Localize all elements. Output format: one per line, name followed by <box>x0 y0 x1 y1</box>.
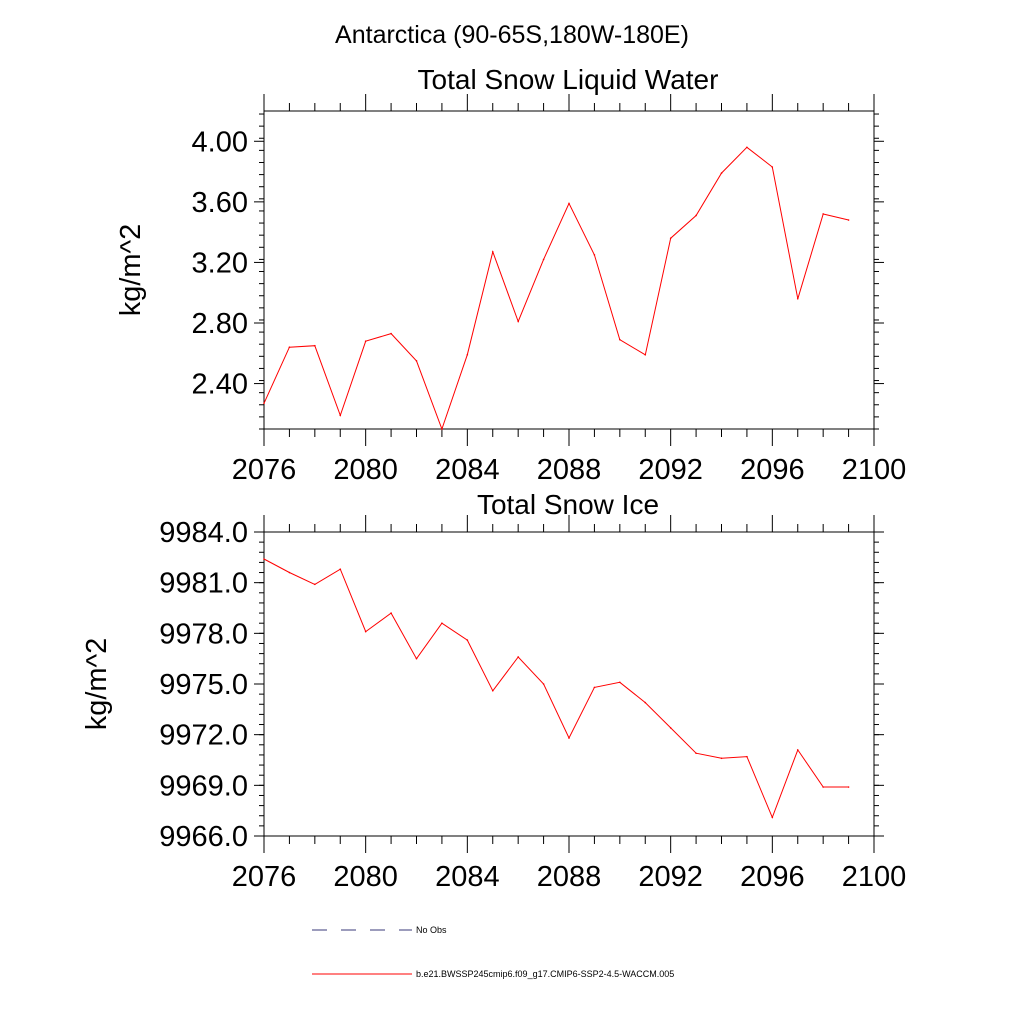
legend-model-label: b.e21.BWSSP245cmip6.f09_g17.CMIP6-SSP2-4… <box>416 969 674 979</box>
chart-2-data-point <box>568 737 570 739</box>
chart-2-data-point <box>517 656 519 658</box>
chart-1-plot-frame <box>263 110 875 430</box>
chart-1-y-tick-label: 4.00 <box>192 126 248 158</box>
chart-2-data-point <box>695 752 697 755</box>
chart-2-data-point <box>720 757 723 760</box>
chart-2-snow-ice: 2076 2080 2084 2088 2092 2096 2100 9966.0 9969.0… <box>81 515 906 893</box>
chart-2-y-tick-label: 9981.0 <box>159 568 248 600</box>
chart-2-y-axis-label: kg/m^2 <box>81 638 113 731</box>
chart-1-data-point <box>415 360 418 362</box>
chart-2-x-tick-label: 2096 <box>740 861 805 893</box>
chart-2-data-point <box>415 657 418 660</box>
chart-1-data-point <box>822 213 824 215</box>
chart-1-y-tick-label: 3.20 <box>192 247 248 279</box>
chart-2-data-point <box>822 786 824 788</box>
figure-super-title: Antarctica (90-65S,180W-180E) <box>335 21 689 49</box>
chart-2-data-point <box>746 755 748 758</box>
chart-1-x-tick-label: 2076 <box>232 454 297 486</box>
chart-2-data-point <box>339 568 342 570</box>
chart-1-x-tick-label: 2100 <box>842 454 907 486</box>
chart-2-data-point <box>491 689 494 692</box>
chart-2-y-tick-label: 9972.0 <box>159 720 248 752</box>
chart-2-data-point <box>593 686 596 689</box>
chart-1-data-point <box>746 146 748 149</box>
chart-2-data-point <box>669 727 672 729</box>
chart-1-liquid-water: 2076 2080 2084 2088 2092 2096 2100 2.40 2.80 3.20… <box>115 94 906 486</box>
chart-1-data-point <box>771 166 774 168</box>
chart-1-data-point <box>796 297 799 300</box>
chart-1-x-tick-label: 2088 <box>537 454 602 486</box>
chart-2-x-tick-label: 2076 <box>232 861 297 893</box>
chart-2-data-point <box>288 571 291 574</box>
chart-1-y-axis-label: kg/m^2 <box>115 224 147 317</box>
chart-1-data-point <box>288 346 291 349</box>
chart-1-series-line <box>263 146 849 431</box>
chart-1-data-point <box>517 320 519 323</box>
chart-1-y-tick-label: 2.40 <box>192 369 248 401</box>
chart-1-data-point <box>314 344 316 347</box>
chart-1-y-tick-label: 3.60 <box>192 187 248 219</box>
chart-2-data-point <box>364 630 367 633</box>
chart-2-x-tick-label: 2092 <box>638 861 703 893</box>
chart-2-data-point <box>771 816 774 819</box>
chart-2-y-tick-label: 9966.0 <box>159 821 248 853</box>
chart-2-data-point <box>441 622 443 624</box>
chart-1-data-point <box>619 338 621 341</box>
chart-2-series-line <box>263 558 849 819</box>
chart-2-y-tick-label: 9975.0 <box>159 669 248 701</box>
chart-2-data-point <box>619 681 621 684</box>
chart-2-y-tick-label: 9969.0 <box>159 770 248 802</box>
chart-2-x-tick-label: 2084 <box>435 861 500 893</box>
chart-2-y-tick-label: 9978.0 <box>159 618 248 650</box>
chart-1-data-point <box>491 251 494 253</box>
chart-2-data-point <box>644 701 647 704</box>
chart-2-data-point <box>466 639 469 641</box>
chart-2-data-point <box>542 683 545 685</box>
chart-2-y-tick-label: 9984.0 <box>159 517 248 549</box>
chart-1-data-point <box>263 402 265 405</box>
chart-2-x-tick-label: 2088 <box>537 861 602 893</box>
chart-1-data-point <box>847 219 850 221</box>
chart-1-data-point <box>568 202 570 205</box>
chart-1-title: Total Snow Liquid Water <box>418 64 719 95</box>
chart-2-data-point <box>796 749 799 751</box>
chart-1-x-tick-label: 2080 <box>333 454 398 486</box>
chart-2-data-point <box>263 558 265 560</box>
chart-2-title: Total Snow Ice <box>477 489 659 520</box>
chart-1-y-tick-label: 2.80 <box>192 308 248 340</box>
chart-1-x-tick-label: 2092 <box>638 454 703 486</box>
chart-2-x-tick-label: 2100 <box>842 861 907 893</box>
chart-1-data-point <box>441 428 443 430</box>
chart-1-data-point <box>542 258 545 261</box>
chart-1-data-point <box>695 214 697 217</box>
chart-1-data-point <box>669 237 672 239</box>
chart-1-data-point <box>644 354 647 356</box>
chart-1-x-tick-label: 2096 <box>740 454 805 486</box>
chart-2-data-point <box>390 612 392 614</box>
chart-2-data-point <box>314 583 316 586</box>
chart-1-data-point <box>364 340 367 342</box>
chart-2-data-point <box>847 786 850 788</box>
chart-1-data-point <box>720 172 723 174</box>
chart-1-data-point <box>339 414 342 417</box>
chart-1-x-tick-label: 2084 <box>435 454 500 486</box>
chart-2-x-tick-label: 2080 <box>333 861 398 893</box>
legend: No Obs b.e21.BWSSP245cmip6.f09_g17.CMIP6… <box>312 925 674 979</box>
chart-1-data-point <box>593 254 596 256</box>
chart-1-data-point <box>390 332 392 335</box>
chart-1-data-point <box>466 354 469 356</box>
legend-no-obs-label: No Obs <box>416 925 447 935</box>
